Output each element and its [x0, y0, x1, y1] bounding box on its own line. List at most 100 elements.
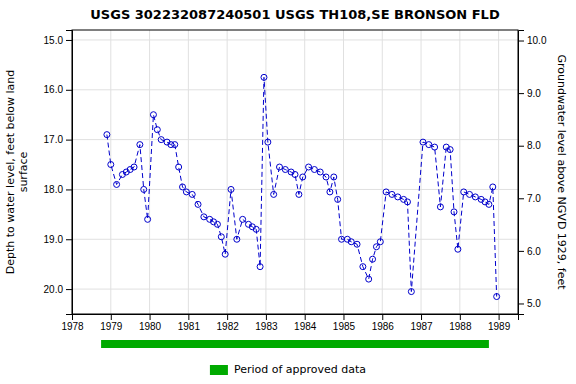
- x-grid-line: [188, 30, 189, 314]
- series-point: [257, 264, 263, 270]
- series-point: [261, 74, 267, 80]
- series-point: [240, 216, 246, 222]
- series-point: [189, 191, 195, 197]
- y-tick-mark: [66, 239, 72, 240]
- x-tick: 1980: [139, 314, 162, 332]
- series-point: [461, 189, 467, 195]
- x-tick-label: 1978: [61, 321, 84, 332]
- series-point: [317, 169, 323, 175]
- series-point: [447, 147, 453, 153]
- y-tick-label: 18.0: [44, 184, 64, 195]
- y-tick-label: 15.0: [44, 35, 64, 46]
- y-tick: 19.0: [44, 234, 72, 245]
- x-tick-mark: [150, 314, 151, 320]
- series-point: [282, 167, 288, 173]
- x-tick-mark: [421, 314, 422, 320]
- y-grid-line: [72, 239, 518, 240]
- x-tick-mark: [343, 314, 344, 320]
- series-point: [195, 201, 201, 207]
- x-grid-line: [304, 30, 305, 314]
- y2-tick-mark: [518, 41, 524, 42]
- series-point: [383, 189, 389, 195]
- y2-tick-mark: [518, 93, 524, 94]
- series-point: [360, 264, 366, 270]
- x-grid-line: [459, 30, 460, 314]
- y2-tick-mark: [518, 146, 524, 147]
- x-axis: 1978197919801981198219831984198519861987…: [61, 314, 518, 332]
- y2-tick: 9.0: [518, 88, 541, 99]
- series-point: [331, 174, 337, 180]
- series-point: [271, 191, 277, 197]
- series-point: [154, 127, 160, 133]
- series-point: [292, 171, 298, 177]
- series-point: [354, 241, 360, 247]
- series-point: [455, 246, 461, 252]
- x-tick-label: 1984: [294, 321, 317, 332]
- y-tick-mark: [66, 189, 72, 190]
- y2-axis-title: Groundwater level above NGVD 1929, feet: [555, 54, 568, 290]
- series-point: [176, 164, 182, 170]
- y-tick: 16.0: [44, 84, 72, 95]
- x-tick-label: 1980: [139, 321, 162, 332]
- series-point: [335, 196, 341, 202]
- x-tick: 1988: [449, 314, 472, 332]
- series-point: [228, 186, 234, 192]
- y2-tick-label: 5.0: [527, 298, 541, 309]
- y2-tick: 6.0: [518, 246, 541, 257]
- y-grid-line: [72, 89, 518, 90]
- plot: 1978197919801981198219831984198519861987…: [4, 30, 568, 348]
- x-tick-mark: [266, 314, 267, 320]
- series-point: [172, 142, 178, 148]
- y-tick-label: 19.0: [44, 234, 64, 245]
- x-tick-mark: [227, 314, 228, 320]
- x-tick-mark: [382, 314, 383, 320]
- x-tick-mark: [188, 314, 189, 320]
- series-point: [451, 209, 457, 215]
- x-grid-line: [498, 30, 499, 314]
- y-axis-title: Depth to water level, feet below landsur…: [4, 70, 30, 275]
- series-point: [432, 144, 438, 150]
- chart-title: USGS 302232087240501 USGS TH108,SE BRONS…: [90, 7, 500, 22]
- series-point: [339, 236, 345, 242]
- y2-tick: 5.0: [518, 298, 541, 309]
- series-point: [141, 186, 147, 192]
- series-point: [395, 194, 401, 200]
- series-point: [311, 167, 317, 173]
- x-tick: 1989: [488, 314, 511, 332]
- series-point: [370, 256, 376, 262]
- series-point: [145, 216, 151, 222]
- series-point: [408, 289, 414, 295]
- x-tick: 1979: [100, 314, 123, 332]
- series-point: [114, 181, 120, 187]
- series-point: [490, 184, 496, 190]
- series-point: [426, 142, 432, 148]
- series-point: [158, 137, 164, 143]
- legend: Period of approved data: [210, 363, 366, 376]
- y2-tick-label: 7.0: [527, 193, 541, 204]
- y-tick-label: 17.0: [44, 134, 64, 145]
- legend-label: Period of approved data: [234, 363, 366, 376]
- chart-svg: 1978197919801981198219831984198519861987…: [0, 0, 576, 384]
- y2-axis-line: [519, 31, 525, 315]
- x-grid-line: [343, 30, 344, 314]
- y-tick: 15.0: [44, 35, 72, 46]
- y-axis-title-line: Depth to water level, feet below land: [4, 70, 17, 275]
- x-grid-line: [149, 30, 150, 314]
- x-tick-mark: [460, 314, 461, 320]
- y2-tick-mark: [518, 198, 524, 199]
- x-tick: 1983: [255, 314, 278, 332]
- x-tick: 1987: [410, 314, 433, 332]
- plot-frame: [72, 30, 518, 314]
- x-tick-mark: [499, 314, 500, 320]
- x-tick: 1982: [217, 314, 240, 332]
- y-tick-mark: [66, 40, 72, 41]
- series-point: [472, 194, 478, 200]
- series-point: [276, 164, 282, 170]
- y-tick: 18.0: [44, 184, 72, 195]
- x-grid-line: [382, 30, 383, 314]
- y2-tick: 10.0: [518, 35, 547, 46]
- x-tick: 1981: [178, 314, 201, 332]
- series-point: [265, 139, 271, 145]
- x-tick-mark: [305, 314, 306, 320]
- chart-container: 1978197919801981198219831984198519861987…: [0, 0, 576, 384]
